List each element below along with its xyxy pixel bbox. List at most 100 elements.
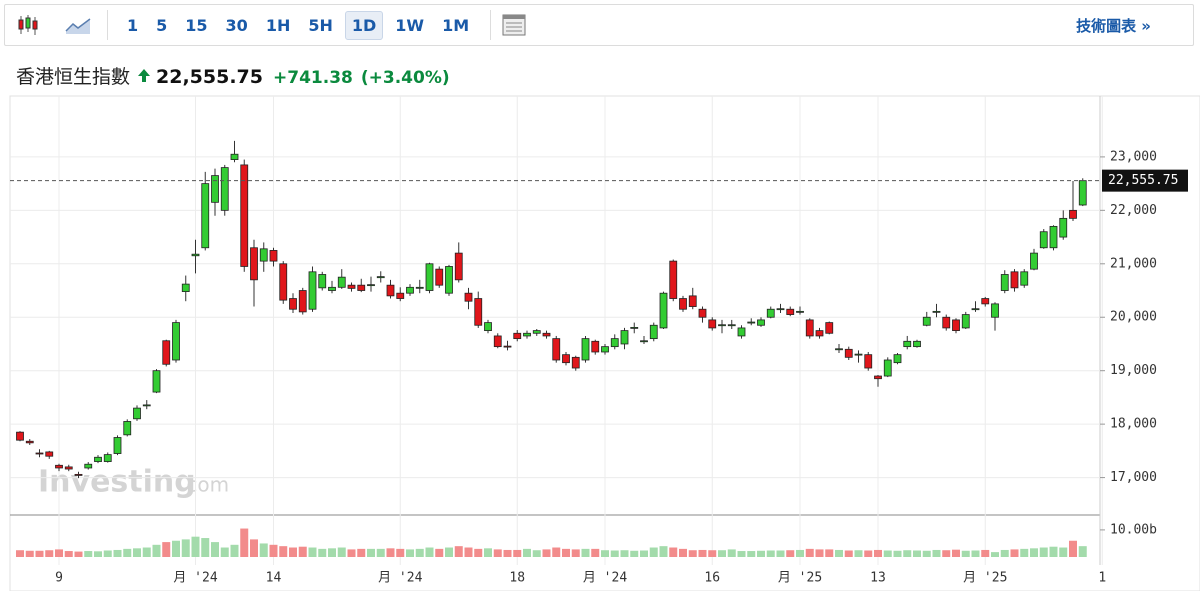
candle-body — [620, 330, 629, 345]
volume-bar — [1069, 540, 1077, 557]
volume-bar — [649, 547, 658, 557]
candle-body — [698, 308, 707, 318]
volume-bar — [991, 552, 999, 557]
candle-body — [64, 466, 73, 470]
candle-body — [864, 354, 873, 369]
volume-bar — [688, 550, 697, 557]
x-tick-label: 月 '24 — [173, 571, 217, 586]
interval-button[interactable]: 1M — [442, 15, 470, 35]
candle-body — [932, 310, 941, 313]
volume-bar — [84, 551, 93, 557]
volume-bar — [220, 547, 229, 557]
volume-bar — [669, 547, 678, 557]
volume-bar — [864, 550, 873, 557]
volume-bar — [708, 550, 717, 557]
candle-body — [883, 359, 892, 377]
y-tick-label: 18,000 — [1110, 417, 1157, 432]
y-tick-label: 19,000 — [1110, 363, 1157, 378]
volume-bar — [191, 536, 200, 557]
volume-bar — [357, 548, 366, 557]
x-tick-label: 16 — [704, 571, 720, 586]
table-icon[interactable] — [499, 10, 529, 40]
candle-body — [922, 316, 931, 326]
candle-body — [191, 253, 200, 257]
candle-body — [181, 283, 190, 292]
volume-tick-label: 10.00b — [1110, 522, 1157, 537]
interval-button[interactable]: 1 — [127, 15, 139, 35]
candle-body — [1049, 225, 1058, 249]
candle-body — [445, 266, 453, 294]
volume-bar — [484, 548, 492, 557]
volume-bar — [172, 540, 180, 557]
candle-body — [289, 298, 297, 310]
interval-button[interactable]: 5 — [156, 15, 168, 35]
volume-bar — [1020, 548, 1029, 557]
volume-bar — [16, 550, 24, 557]
candle-body — [406, 286, 414, 294]
volume-bar — [562, 548, 570, 557]
volume-bar — [123, 548, 132, 557]
volume-bar — [591, 548, 600, 557]
candle-body — [123, 421, 132, 436]
interval-button[interactable]: 5H — [308, 15, 333, 35]
candle-body — [308, 271, 317, 310]
index-name: 香港恒生指數 — [16, 66, 131, 88]
candle-body — [454, 252, 463, 281]
candle-body — [142, 404, 151, 407]
candle-body — [425, 263, 434, 291]
candle-body — [45, 451, 54, 457]
candle-body — [1030, 252, 1038, 270]
candle-body — [1039, 231, 1048, 249]
grid — [10, 96, 1103, 565]
interval-button[interactable]: 30 — [225, 15, 248, 35]
volume-bar — [25, 550, 34, 557]
candle-body — [708, 319, 717, 329]
volume-bar — [259, 543, 268, 557]
candle-body — [835, 348, 843, 351]
volume-bar — [240, 528, 249, 557]
candle-body — [952, 319, 960, 332]
candle-body — [337, 276, 346, 288]
technical-chart-link[interactable]: 技術圖表 » — [1076, 17, 1151, 35]
volume-bar — [493, 549, 502, 557]
volume-bar — [630, 550, 639, 557]
candle-body — [552, 338, 561, 361]
line-icon[interactable] — [63, 10, 93, 40]
volume-bar — [250, 539, 258, 557]
candle-body — [55, 464, 63, 469]
candle-body — [591, 340, 600, 353]
volume-bar — [347, 549, 356, 557]
volume-bar — [181, 539, 190, 557]
volume-bar — [883, 550, 892, 557]
candle-body — [562, 354, 570, 364]
candle-body — [913, 340, 921, 348]
volume-bar — [844, 550, 853, 557]
x-tick-label: 18 — [509, 571, 525, 586]
volume-bar — [94, 551, 102, 557]
interval-buttons: 1 5 15 30 1H 5H 1D 1W 1M — [107, 10, 478, 40]
candle-body — [786, 308, 795, 315]
candle-body — [201, 183, 210, 249]
volume-bar — [367, 548, 375, 557]
candle-body — [211, 175, 219, 203]
volume-bar — [396, 548, 405, 557]
volume-bar — [113, 549, 122, 557]
y-tick-label: 22,000 — [1110, 203, 1157, 218]
volume-bar — [552, 547, 561, 557]
candle-icon[interactable] — [13, 10, 43, 40]
volume-bar — [971, 550, 980, 557]
candle-body — [347, 284, 356, 289]
interval-button[interactable]: 1D — [344, 10, 384, 40]
volume-bar — [464, 547, 473, 557]
candle-body — [1010, 271, 1019, 289]
interval-button[interactable]: 15 — [185, 15, 208, 35]
candle-body — [74, 473, 83, 476]
candle-body — [971, 308, 980, 311]
volume-bar — [922, 550, 931, 557]
interval-button[interactable]: 1W — [395, 15, 425, 35]
volume-bar — [640, 550, 648, 557]
interval-button[interactable]: 1H — [265, 15, 291, 35]
x-tick-label: 月 '24 — [583, 571, 627, 586]
candle-body — [220, 167, 229, 211]
volume-bar — [1078, 546, 1087, 557]
